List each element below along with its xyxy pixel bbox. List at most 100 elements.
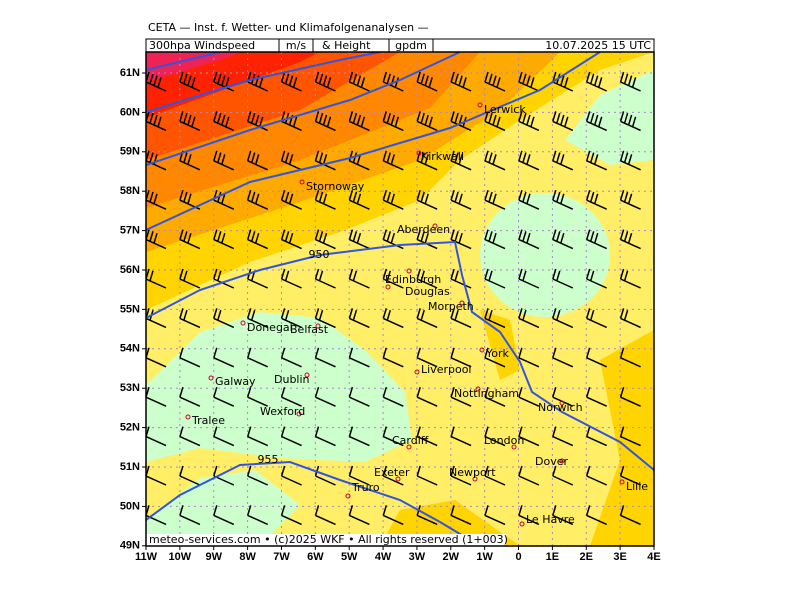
barb-feather [352,270,358,282]
barb-staff [281,435,302,447]
barb [518,386,540,407]
barb-feather [246,386,252,398]
city-label: Exeter [374,466,410,479]
barb [552,465,574,486]
barb [314,505,336,526]
barb-feather [526,75,531,86]
barb-feather [288,193,294,205]
barb [518,347,540,368]
barb-feather [522,73,527,85]
barb-feather [556,152,561,163]
barb-feather [352,112,358,124]
lon-label: 5W [341,551,358,563]
barb [619,189,641,210]
contour [146,52,381,113]
barb-feather [593,193,599,205]
barb-feather [526,154,531,165]
barb-feather [217,73,222,85]
map-frame [145,51,655,547]
city-marker [406,268,412,274]
barb-feather [314,505,320,516]
barb-feather [360,77,366,88]
barb-feather [314,111,320,122]
barb-feather [492,193,497,205]
barb [348,505,370,526]
barb-feather [450,505,455,516]
barb-feather [217,112,222,124]
barb-feather [352,73,358,85]
barb [416,308,438,329]
barb [552,268,574,289]
barb-staff [620,396,641,407]
barb-feather [314,268,320,280]
barb-staff [179,396,201,407]
barb-staff [484,475,506,486]
city-label: Douglas [405,285,450,298]
barb-staff [382,514,404,526]
contour-label: 950 [309,248,330,261]
barb-staff [315,396,336,407]
barb-feather [348,150,354,162]
barb-staff [349,475,370,486]
barb-staff [450,435,472,447]
barb-feather [416,189,421,201]
city-marker [345,493,351,499]
lon-label: 3W [409,551,426,563]
barb [450,347,472,368]
barb-feather [488,309,493,321]
barb-feather [280,189,286,201]
barb [585,426,608,447]
valid-time: 10.07.2025 15 UTC [545,39,651,52]
barb-feather [386,73,392,85]
barb [213,386,235,407]
lat-label: 54N [120,343,140,355]
city-label: Wexford [260,405,305,418]
city-marker [519,521,525,527]
barb-feather [623,191,629,203]
barb-feather [187,193,192,205]
barb-feather [518,268,523,280]
wind-barbs [146,71,641,526]
lat-label: 59N [120,146,140,158]
barb [619,150,641,171]
barb-feather [258,116,264,128]
barb [585,150,608,171]
barb-feather [213,268,218,280]
lat-label: 53N [120,382,140,394]
barb [518,465,540,486]
barb-feather [585,229,591,240]
barb [179,426,201,447]
product: 300hpa Windspeed [149,39,255,52]
barb-feather [416,268,421,280]
barb-staff [382,357,404,368]
barb-feather [382,308,388,319]
barb-staff [213,357,235,368]
barb-staff [552,396,574,407]
barb-feather [213,308,218,319]
lat-label: 52N [120,422,140,434]
barb-feather [280,308,286,319]
barb-feather [390,193,396,205]
barb [348,189,370,210]
barb [382,111,404,132]
barb-feather [488,73,493,85]
barb-feather [420,270,425,282]
barb-feather [213,465,218,477]
barb-staff [416,357,438,368]
barb [382,426,404,447]
barb [382,71,404,92]
barb-staff [247,435,269,447]
barb-feather [552,505,557,516]
barb-feather [382,111,388,122]
barb-feather [597,77,603,88]
barb-feather [280,347,286,359]
barb-feather [246,465,252,477]
barb-feather [518,308,523,319]
barb-feather [318,231,324,242]
barb [552,308,574,329]
barb-feather [292,116,298,128]
field-calm [146,470,300,546]
barb [179,465,201,486]
barb-feather [280,229,286,240]
barb [518,71,540,92]
